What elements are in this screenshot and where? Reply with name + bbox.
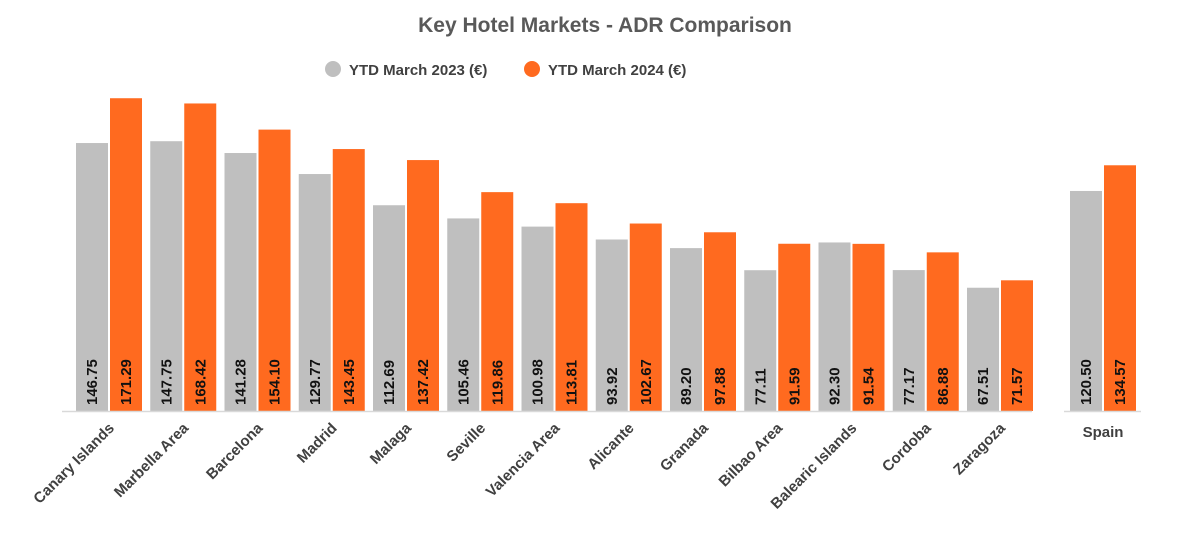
x-tick-label-madrid: Madrid	[294, 420, 341, 467]
data-label-zaragoza-2023: 67.51	[975, 367, 992, 405]
bar-granada-2023	[670, 248, 702, 411]
data-label-marbella-area-2024: 168.42	[192, 359, 209, 405]
bar-madrid-2024	[332, 149, 365, 411]
data-label-canary-islands-2024: 171.29	[118, 359, 135, 405]
data-label-zaragoza-2024: 71.57	[1009, 367, 1026, 405]
x-tick-label-seville: Seville	[443, 420, 489, 466]
bar-barcelona-2024	[258, 129, 291, 411]
bar-cordoba-2024	[926, 252, 959, 411]
data-label-cordoba-2024: 86.88	[935, 367, 952, 405]
x-tick-label-barcelona: Barcelona	[203, 419, 267, 483]
data-label-granada-2023: 89.20	[678, 367, 695, 405]
data-label-cordoba-2023: 77.17	[901, 367, 918, 405]
data-label-malaga-2023: 112.69	[381, 360, 398, 405]
bar-canary-islands-2023	[76, 143, 108, 412]
data-label-valencia-area-2024: 113.81	[564, 360, 581, 405]
x-tick-label-canary-islands: Canary Islands	[30, 420, 117, 507]
data-label-spain-2023: 120.50	[1078, 359, 1095, 405]
x-tick-label-bilbao-area: Bilbao Area	[716, 419, 787, 490]
data-label-barcelona-2024: 154.10	[267, 359, 284, 405]
x-tick-label-granada: Granada	[657, 419, 713, 475]
data-label-spain-2024: 134.57	[1112, 359, 1129, 405]
data-label-alicante-2024: 102.67	[638, 359, 655, 405]
data-label-barcelona-2023: 141.28	[233, 359, 250, 405]
data-label-bilbao-area-2024: 91.59	[786, 367, 803, 405]
x-tick-label-malaga: Malaga	[367, 419, 415, 467]
bar-madrid-2023	[298, 174, 331, 411]
data-label-seville-2023: 105.46	[455, 359, 472, 405]
bar-balearic-islands-2023	[818, 242, 851, 411]
bar-bilbao-area-2023	[744, 270, 777, 411]
bar-alicante-2024	[629, 223, 662, 411]
bar-valencia-area-2023	[521, 226, 554, 411]
bar-zaragoza-2024	[1001, 280, 1033, 411]
bar-seville-2023	[447, 218, 480, 411]
x-tick-label-spain: Spain	[1083, 424, 1124, 441]
bar-zaragoza-2023	[967, 287, 999, 411]
data-label-bilbao-area-2023: 77.11	[752, 368, 769, 405]
bar-marbella-area-2023	[150, 141, 183, 411]
data-label-madrid-2023: 129.77	[307, 359, 324, 405]
chart-title: Key Hotel Markets - ADR Comparison	[418, 14, 792, 37]
legend-marker-2023	[325, 61, 341, 77]
data-label-marbella-area-2023: 147.75	[158, 359, 175, 405]
data-label-balearic-islands-2024: 91.54	[861, 367, 878, 405]
bar-barcelona-2023	[224, 153, 257, 412]
bar-canary-islands-2024	[110, 98, 142, 411]
data-label-granada-2024: 97.88	[712, 367, 729, 405]
legend-label-2024: YTD March 2024 (€)	[548, 62, 686, 79]
data-label-valencia-area-2023: 100.98	[530, 359, 547, 405]
bar-bilbao-area-2024	[778, 243, 811, 411]
bar-balearic-islands-2024	[852, 243, 885, 411]
bar-spain-2023	[1070, 190, 1102, 411]
bar-spain-2024	[1104, 165, 1136, 411]
x-tick-label-marbella-area: Marbella Area	[111, 419, 193, 501]
x-tick-label-valencia-area: Valencia Area	[483, 419, 564, 500]
data-label-malaga-2024: 137.42	[415, 359, 432, 405]
data-label-alicante-2023: 93.92	[604, 367, 621, 405]
legend: YTD March 2023 (€) YTD March 2024 (€)	[325, 61, 686, 79]
bar-cordoba-2023	[892, 270, 925, 411]
x-tick-label-cordoba: Cordoba	[879, 419, 935, 475]
legend-label-2023: YTD March 2023 (€)	[349, 62, 487, 79]
bar-marbella-area-2024	[184, 103, 217, 411]
bar-valencia-area-2024	[555, 203, 588, 411]
data-label-madrid-2024: 143.45	[341, 359, 358, 405]
bar-seville-2024	[481, 192, 514, 411]
x-tick-label-alicante: Alicante	[584, 420, 637, 473]
data-label-seville-2024: 119.86	[489, 360, 506, 405]
bar-malaga-2024	[407, 160, 439, 411]
legend-marker-2024	[524, 61, 540, 77]
x-tick-label-zaragoza: Zaragoza	[950, 419, 1009, 478]
data-label-canary-islands-2023: 146.75	[84, 359, 101, 405]
data-label-balearic-islands-2023: 92.30	[827, 367, 844, 405]
bar-malaga-2023	[373, 205, 405, 411]
bar-alicante-2023	[595, 239, 628, 411]
bar-granada-2024	[704, 232, 736, 411]
